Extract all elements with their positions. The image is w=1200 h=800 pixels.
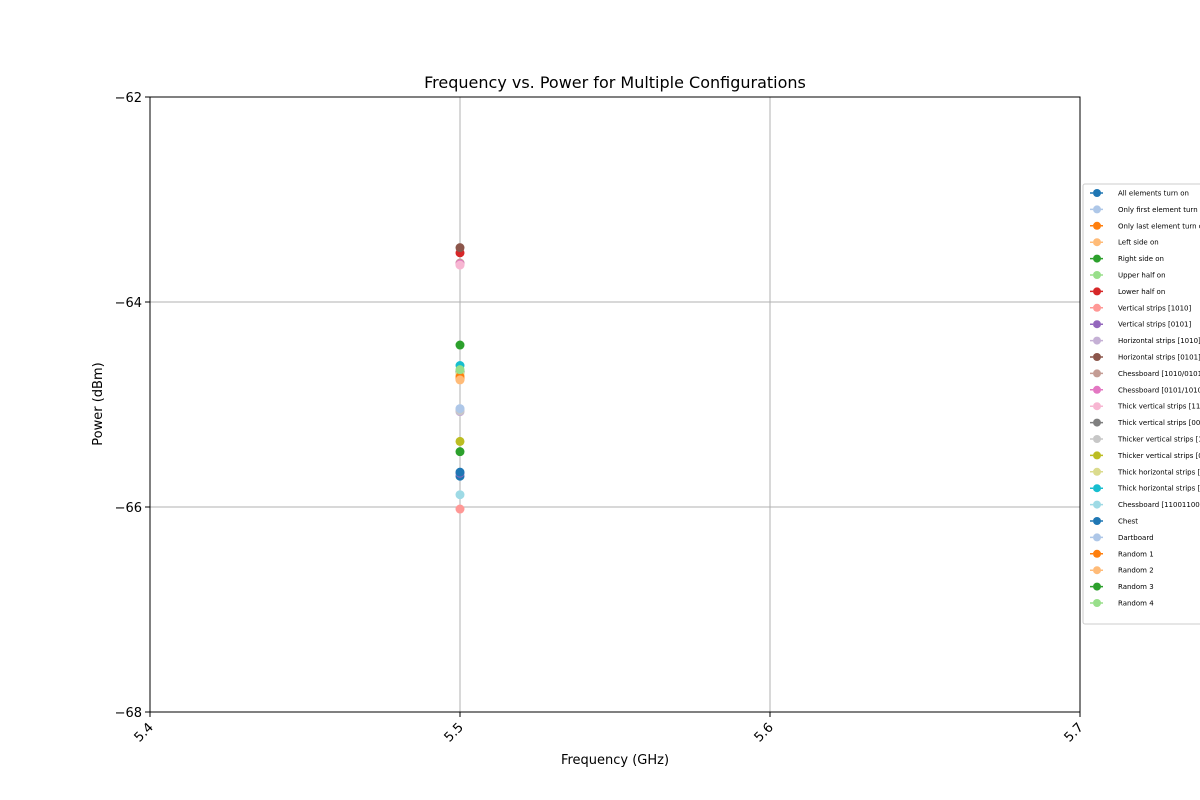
y-tick-label: −68 bbox=[115, 706, 142, 721]
data-point bbox=[455, 436, 465, 446]
legend-marker bbox=[1093, 287, 1101, 296]
legend-marker bbox=[1093, 189, 1101, 197]
legend-marker bbox=[1093, 221, 1101, 230]
legend-marker bbox=[1093, 533, 1101, 542]
legend-label: Horizontal strips [1010] bbox=[1118, 337, 1200, 345]
data-point bbox=[455, 467, 465, 477]
legend: All elements turn on Only first element t… bbox=[1082, 183, 1200, 625]
legend-label: Dartboard bbox=[1118, 534, 1154, 542]
legend-marker bbox=[1093, 435, 1101, 443]
data-point bbox=[455, 404, 465, 414]
data-points bbox=[455, 243, 465, 514]
legend-label: Thick horizontal strips [0011] bbox=[1117, 485, 1200, 493]
legend-marker bbox=[1093, 336, 1101, 345]
x-axis-label: Frequency (GHz) bbox=[561, 753, 669, 768]
legend-label: Thick horizontal strips [1100] bbox=[1117, 468, 1200, 476]
legend-label: Random 3 bbox=[1118, 583, 1154, 591]
legend-label: Only last element turn on bbox=[1118, 222, 1200, 230]
y-tick-label: −66 bbox=[115, 501, 142, 516]
data-point bbox=[455, 490, 465, 500]
legend-marker bbox=[1093, 549, 1101, 558]
legend-label: Chessboard [1010/0101] bbox=[1118, 370, 1200, 378]
legend-label: Thick vertical strips [0011] bbox=[1117, 419, 1200, 427]
legend-marker bbox=[1093, 500, 1101, 509]
y-tick-label: −64 bbox=[115, 296, 142, 311]
legend-label: Chessboard [0101/1010] bbox=[1118, 386, 1200, 394]
data-point bbox=[455, 243, 465, 253]
legend-label: Thicker vertical strips [1110] bbox=[1117, 436, 1200, 444]
legend-label: Vertical strips [1010] bbox=[1118, 304, 1192, 312]
legend-label: Chessboard [11001100] bbox=[1118, 501, 1200, 509]
legend-marker bbox=[1093, 402, 1101, 411]
data-point bbox=[455, 504, 465, 514]
legend-label: Upper half on bbox=[1118, 272, 1166, 280]
legend-marker bbox=[1093, 303, 1101, 312]
legend-label: Thick vertical strips [1100] bbox=[1117, 403, 1200, 411]
data-point bbox=[455, 365, 465, 375]
legend-marker bbox=[1093, 484, 1101, 493]
legend-marker bbox=[1093, 582, 1101, 591]
legend-marker bbox=[1093, 238, 1101, 247]
legend-box bbox=[1082, 183, 1200, 625]
y-tick-label: −62 bbox=[115, 91, 142, 106]
legend-label: Lower half on bbox=[1118, 288, 1165, 296]
legend-marker bbox=[1093, 467, 1101, 476]
data-point bbox=[455, 447, 465, 457]
legend-marker bbox=[1093, 418, 1101, 427]
y-axis-label: Power (dBm) bbox=[91, 362, 106, 445]
legend-label: Only first element turn on bbox=[1118, 206, 1200, 214]
legend-label: Random 1 bbox=[1118, 550, 1154, 558]
legend-label: Left side on bbox=[1118, 239, 1159, 247]
legend-label: Vertical strips [0101] bbox=[1118, 321, 1192, 329]
legend-label: Random 2 bbox=[1118, 567, 1154, 575]
legend-marker bbox=[1093, 205, 1101, 214]
legend-marker bbox=[1093, 271, 1101, 279]
legend-marker bbox=[1093, 566, 1101, 575]
legend-marker bbox=[1093, 517, 1101, 525]
legend-label: Horizontal strips [0101] bbox=[1118, 354, 1200, 362]
legend-label: All elements turn on bbox=[1118, 190, 1189, 198]
chart-title: Frequency vs. Power for Multiple Configu… bbox=[424, 73, 806, 92]
data-point bbox=[455, 375, 465, 385]
legend-marker bbox=[1093, 254, 1101, 263]
legend-label: Thicker vertical strips [0111] bbox=[1117, 452, 1200, 460]
legend-label: Right side on bbox=[1118, 255, 1164, 263]
legend-marker bbox=[1093, 599, 1101, 607]
legend-label: Random 4 bbox=[1118, 600, 1154, 608]
legend-marker bbox=[1093, 320, 1101, 329]
legend-marker bbox=[1093, 451, 1101, 460]
legend-marker bbox=[1093, 369, 1101, 378]
plot-frame bbox=[149, 96, 1081, 713]
legend-label: Chest bbox=[1118, 518, 1138, 526]
legend-marker bbox=[1093, 353, 1101, 361]
data-point bbox=[455, 340, 465, 350]
data-point bbox=[455, 260, 465, 270]
legend-marker bbox=[1093, 385, 1101, 394]
